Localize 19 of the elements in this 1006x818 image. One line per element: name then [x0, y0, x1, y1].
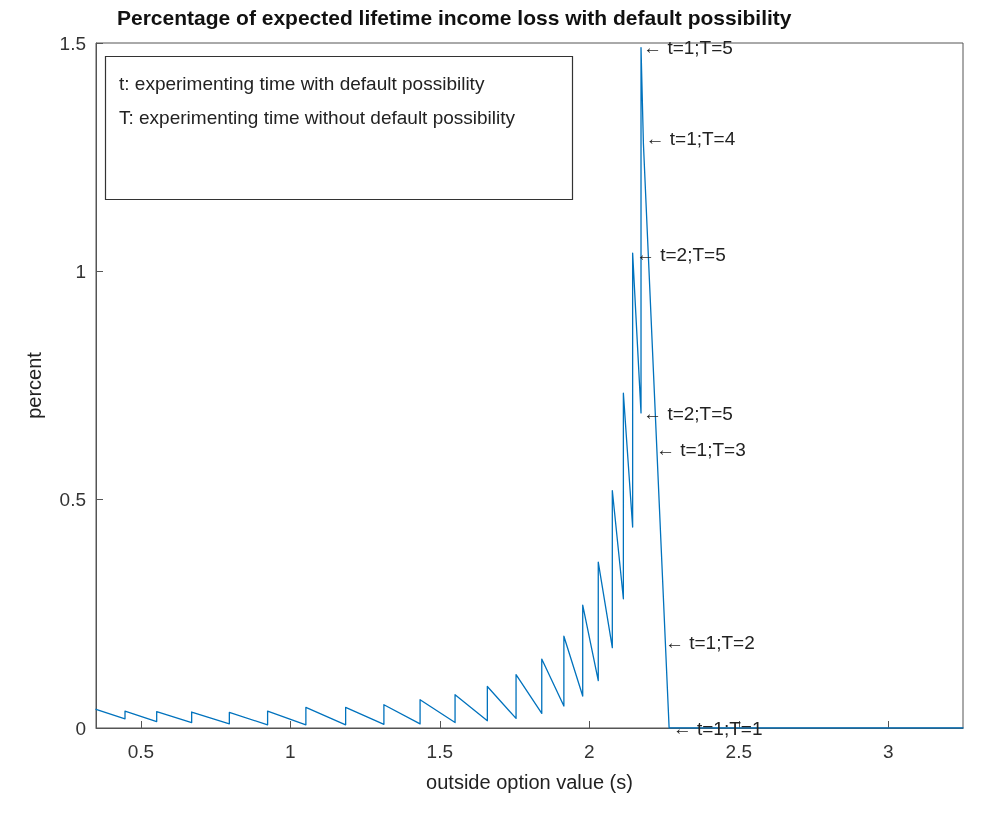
annotation: ← t=1;T=5: [643, 37, 733, 59]
chart-title: Percentage of expected lifetime income loss with default possibility: [117, 6, 792, 29]
y-tick-label: 1: [75, 260, 86, 282]
y-tick-label: 0.5: [59, 489, 86, 511]
x-tick-label: 1.5: [426, 741, 454, 762]
x-tick-label: 1: [285, 741, 296, 762]
x-tick-label: 3: [882, 741, 894, 762]
x-tick-label: 0.5: [127, 741, 155, 762]
x-tick-label: 2.5: [725, 741, 752, 762]
annotation: ← t=1;T=2: [664, 631, 755, 653]
annotation: T: experimenting time without default possibility: [119, 106, 516, 128]
y-tick-label: 1.5: [59, 32, 86, 54]
x-axis-title: outside option value (s): [426, 771, 633, 793]
annotation: ← t=1;T=4: [645, 128, 736, 150]
annotation: ← t=1;T=3: [655, 438, 746, 460]
y-tick-label: 0: [75, 717, 86, 739]
x-tick-label: 2: [584, 741, 595, 762]
annotation: t: experimenting time with default possibility: [119, 72, 485, 94]
y-axis-title: percent: [23, 351, 45, 419]
